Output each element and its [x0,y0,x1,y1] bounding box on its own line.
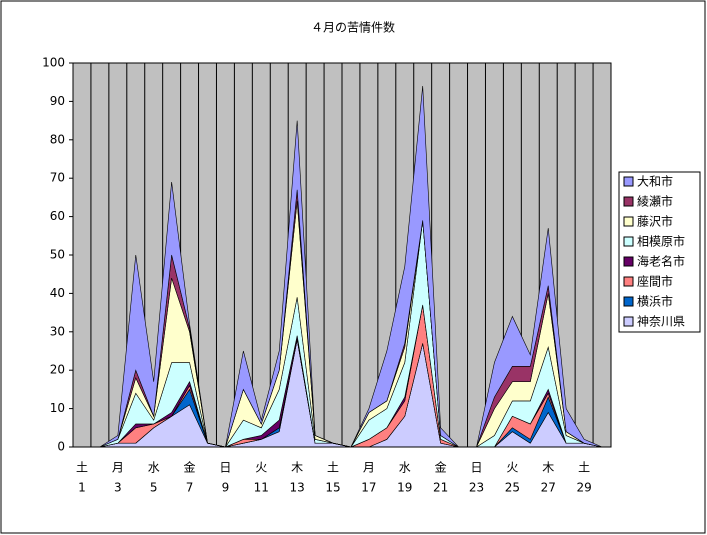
x-tick-label: 3 [114,481,122,495]
legend-swatch [623,216,634,227]
legend-swatch [623,276,634,287]
x-tick-label: 17 [361,481,376,495]
x-weekday-label: 土 [76,461,88,475]
legend-swatch [623,256,634,267]
x-tick-label: 9 [222,481,230,495]
x-tick-label: 27 [541,481,556,495]
x-tick-label: 1 [78,481,86,495]
legend-label: 横浜市 [637,294,673,309]
x-weekday-label: 土 [327,461,339,475]
y-tick-label: 70 [50,171,65,185]
legend-swatch [623,296,634,307]
legend-label: 大和市 [637,174,673,189]
legend-label: 藤沢市 [637,214,673,229]
legend-swatch [623,196,634,207]
plot-area [73,63,611,448]
x-weekday-label: 金 [435,460,447,475]
legend-label: 相模原市 [637,234,685,249]
x-weekday-label: 火 [255,461,267,475]
x-tick-label: 29 [576,481,591,495]
y-tick-label: 50 [50,248,65,262]
x-weekday-label: 水 [148,461,160,475]
y-tick-label: 30 [50,324,65,338]
x-tick-label: 21 [433,481,448,495]
x-weekday-label: 土 [578,461,590,475]
x-tick-label: 23 [469,481,484,495]
legend-label: 座間市 [637,274,673,289]
x-weekday-label: 月 [112,461,124,475]
x-tick-label: 25 [505,481,520,495]
chart-title: ４月の苦情件数 [311,20,395,35]
x-weekday-label: 水 [399,461,411,475]
x-weekday-label: 火 [506,461,518,475]
x-tick-label: 7 [186,481,194,495]
x-weekday-label: 日 [470,461,482,475]
y-tick-label: 80 [50,132,65,146]
legend-label: 綾瀬市 [637,194,673,209]
legend-swatch [623,236,634,247]
y-tick-label: 10 [50,401,65,415]
legend-swatch [623,176,634,187]
legend-label: 神奈川県 [637,315,685,329]
x-weekday-label: 金 [184,460,196,475]
x-weekday-label: 木 [542,461,554,475]
x-weekday-label: 月 [363,461,375,475]
legend-label: 海老名市 [637,254,685,269]
y-tick-label: 40 [50,286,65,300]
plot-border [72,62,612,448]
x-tick-label: 5 [150,481,158,495]
x-tick-label: 15 [325,481,340,495]
y-tick-label: 100 [42,56,65,70]
x-tick-label: 11 [254,481,269,495]
y-tick-label: 20 [50,363,65,377]
x-tick-label: 19 [397,481,412,495]
y-tick-label: 60 [50,209,65,223]
x-tick-label: 13 [290,481,305,495]
x-weekday-label: 木 [291,461,303,475]
legend-swatch [623,316,634,327]
x-weekday-label: 日 [219,461,231,475]
y-tick-label: 0 [57,440,65,454]
y-tick-label: 90 [50,94,65,108]
